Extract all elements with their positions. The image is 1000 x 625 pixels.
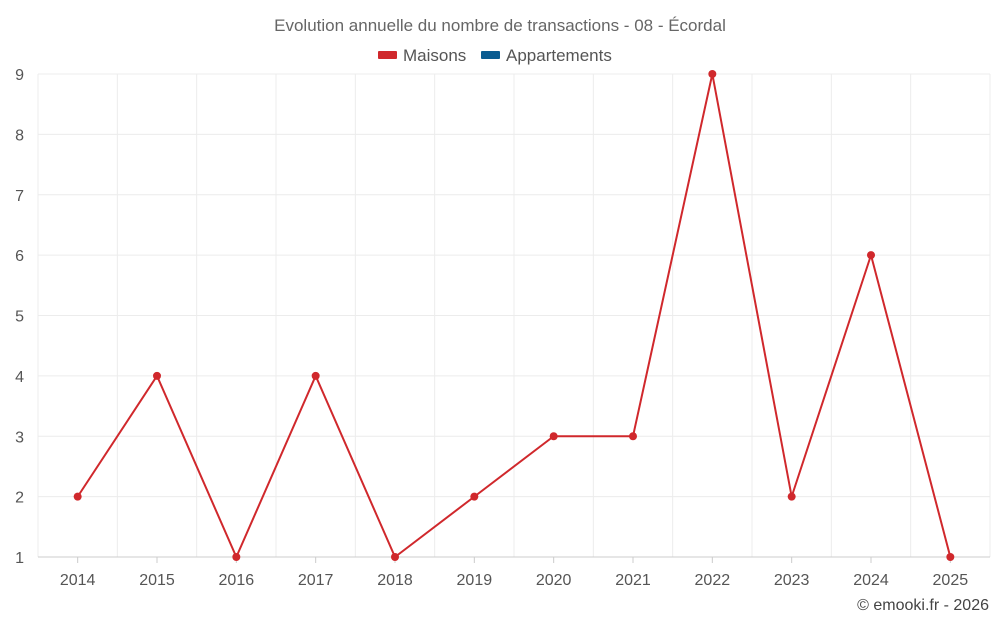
legend-swatch-maisons	[378, 51, 397, 59]
y-tick-label: 1	[15, 550, 24, 567]
x-tick-label: 2018	[377, 572, 413, 589]
credit-text: © emooki.fr - 2026	[857, 597, 989, 614]
x-tick-label: 2017	[298, 572, 334, 589]
chart-title: Evolution annuelle du nombre de transact…	[274, 16, 726, 35]
series-maisons	[73, 70, 955, 561]
y-tick-label: 3	[15, 429, 24, 446]
legend-label-appartements: Appartements	[506, 46, 612, 65]
legend: Maisons Appartements	[378, 46, 612, 65]
y-tick-label: 8	[15, 127, 24, 144]
x-tick-label: 2022	[695, 572, 731, 589]
y-tick-label: 9	[15, 67, 24, 84]
x-tick-label: 2016	[219, 572, 255, 589]
data-point[interactable]	[787, 492, 796, 501]
y-tick-label: 5	[15, 309, 24, 326]
x-tick-label: 2019	[457, 572, 493, 589]
x-tick-label: 2014	[60, 572, 96, 589]
x-axis: 2014 2015 2016 2017 2018 2019 2020 2021 2022 2023…	[38, 556, 990, 589]
data-point[interactable]	[470, 492, 479, 501]
legend-item-appartements[interactable]: Appartements	[481, 46, 612, 65]
data-point[interactable]	[73, 492, 82, 501]
legend-item-maisons[interactable]: Maisons	[378, 46, 466, 65]
legend-label-maisons: Maisons	[403, 46, 466, 65]
data-point[interactable]	[946, 553, 955, 561]
legend-swatch-appartements	[481, 51, 500, 59]
x-tick-label: 2023	[774, 572, 810, 589]
y-tick-label: 4	[15, 369, 24, 386]
series-line-maisons	[76, 73, 952, 558]
x-tick-label: 2020	[536, 572, 572, 589]
y-tick-label: 6	[15, 248, 24, 265]
y-tick-label: 2	[15, 490, 24, 507]
data-point[interactable]	[867, 251, 875, 260]
x-tick-label: 2015	[139, 572, 175, 589]
data-point[interactable]	[629, 432, 637, 441]
data-point[interactable]	[708, 70, 717, 78]
x-tick-label: 2025	[933, 572, 969, 589]
data-point[interactable]	[391, 553, 399, 561]
data-point[interactable]	[311, 371, 320, 380]
y-axis: 1 2 3 4 5 6 7 8 9	[15, 67, 24, 567]
data-point[interactable]	[153, 371, 161, 380]
x-tick-label: 2021	[615, 572, 651, 589]
grid	[37, 73, 991, 557]
data-point[interactable]	[549, 432, 558, 441]
data-point[interactable]	[232, 553, 241, 561]
y-tick-label: 7	[15, 188, 24, 205]
x-tick-label: 2024	[853, 572, 889, 589]
